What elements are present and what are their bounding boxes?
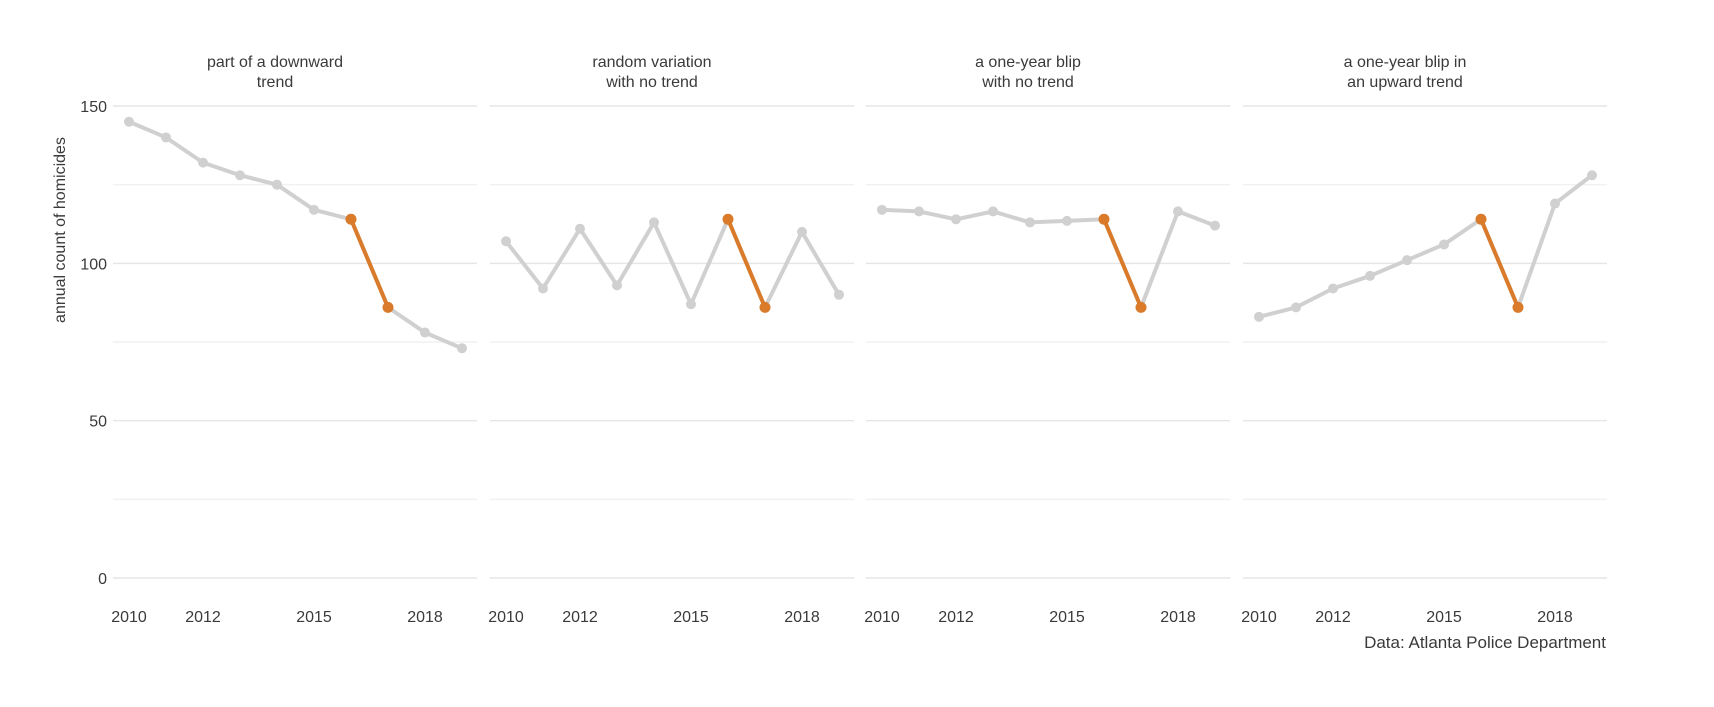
data-point <box>1254 311 1264 322</box>
data-point <box>1402 255 1412 266</box>
series-line <box>880 207 1217 310</box>
y-axis-label: annual count of homicides <box>52 137 69 323</box>
x-tick-label: 2010 <box>1241 609 1277 626</box>
panel-title-line: with no trend <box>981 74 1074 91</box>
data-point <box>649 217 659 228</box>
data-point <box>1291 302 1301 313</box>
x-tick-label: 2015 <box>296 609 332 626</box>
series-line <box>504 217 841 310</box>
source-note: Data: Atlanta Police Department <box>1364 633 1606 652</box>
data-point <box>914 206 924 217</box>
highlight-point <box>382 301 394 313</box>
panel-title-line: a one-year blip <box>975 54 1081 71</box>
panel-2: random variation with no trend 2010 2012 201… <box>488 54 854 626</box>
x-tick-label: 2010 <box>864 609 900 626</box>
data-point <box>1210 220 1220 231</box>
x-tick-label: 2018 <box>1537 609 1573 626</box>
x-tick-label: 2012 <box>1315 609 1351 626</box>
data-point <box>575 223 585 234</box>
data-point <box>1173 206 1183 217</box>
data-point <box>198 157 208 168</box>
x-tick-label: 2012 <box>562 609 598 626</box>
x-tick-label: 2010 <box>488 609 524 626</box>
data-point <box>1328 283 1338 294</box>
data-point <box>1025 217 1035 228</box>
data-point <box>235 170 245 181</box>
data-point <box>797 226 807 237</box>
x-tick-label: 2010 <box>111 609 147 626</box>
highlight-point <box>722 213 734 225</box>
x-tick-label: 2015 <box>1426 609 1462 626</box>
panel-title-line: part of a downward <box>207 54 343 71</box>
data-point <box>124 116 134 127</box>
highlight-point <box>1135 301 1147 313</box>
panel-4: a one-year blip in an upward trend 2010 201… <box>1241 54 1607 626</box>
x-tick-label: 2012 <box>938 609 974 626</box>
data-point <box>1062 215 1072 226</box>
highlight-point <box>1475 213 1487 225</box>
highlight-point <box>759 301 771 313</box>
x-tick-label: 2015 <box>673 609 709 626</box>
x-tick-label: 2018 <box>407 609 443 626</box>
highlight-segment <box>1479 217 1520 310</box>
data-point <box>1365 270 1375 281</box>
panel-title-line: an upward trend <box>1347 74 1463 91</box>
y-tick-label: 150 <box>80 99 107 116</box>
data-point <box>1550 198 1560 209</box>
panel-title-line: with no trend <box>605 74 698 91</box>
x-tick-label: 2018 <box>784 609 820 626</box>
x-tick-label: 2012 <box>185 609 221 626</box>
y-tick-label: 100 <box>80 256 107 273</box>
data-point <box>877 204 887 215</box>
series-line <box>1257 173 1594 319</box>
data-point <box>538 283 548 294</box>
x-tick-label: 2018 <box>1160 609 1196 626</box>
y-tick-label: 50 <box>89 414 107 431</box>
x-tick-label: 2015 <box>1049 609 1085 626</box>
panel-title-line: trend <box>257 74 293 91</box>
data-point <box>457 343 467 354</box>
highlight-segment <box>1102 217 1143 310</box>
data-point <box>1439 239 1449 250</box>
highlight-point <box>1512 301 1524 313</box>
data-point <box>951 214 961 225</box>
data-point <box>1587 170 1597 181</box>
series-line <box>127 119 464 351</box>
highlight-point <box>345 213 357 225</box>
panel-title-line: random variation <box>592 54 711 71</box>
highlight-point <box>1098 213 1110 225</box>
panel-title-line: a one-year blip in <box>1344 54 1467 71</box>
data-point <box>420 327 430 338</box>
data-point <box>501 236 511 247</box>
panel-3: a one-year blip with no trend 2010 2012 2015… <box>864 54 1230 626</box>
highlight-segment <box>726 217 767 310</box>
data-point <box>272 179 282 190</box>
y-tick-label: 0 <box>98 571 107 588</box>
data-point <box>612 280 622 291</box>
data-point <box>686 299 696 310</box>
data-point <box>161 132 171 143</box>
data-point <box>834 289 844 300</box>
data-point <box>309 204 319 215</box>
panel-1: part of a downward trend 2010 2012 2015 2018 <box>111 54 477 626</box>
highlight-segment <box>349 217 390 310</box>
data-point <box>988 206 998 217</box>
